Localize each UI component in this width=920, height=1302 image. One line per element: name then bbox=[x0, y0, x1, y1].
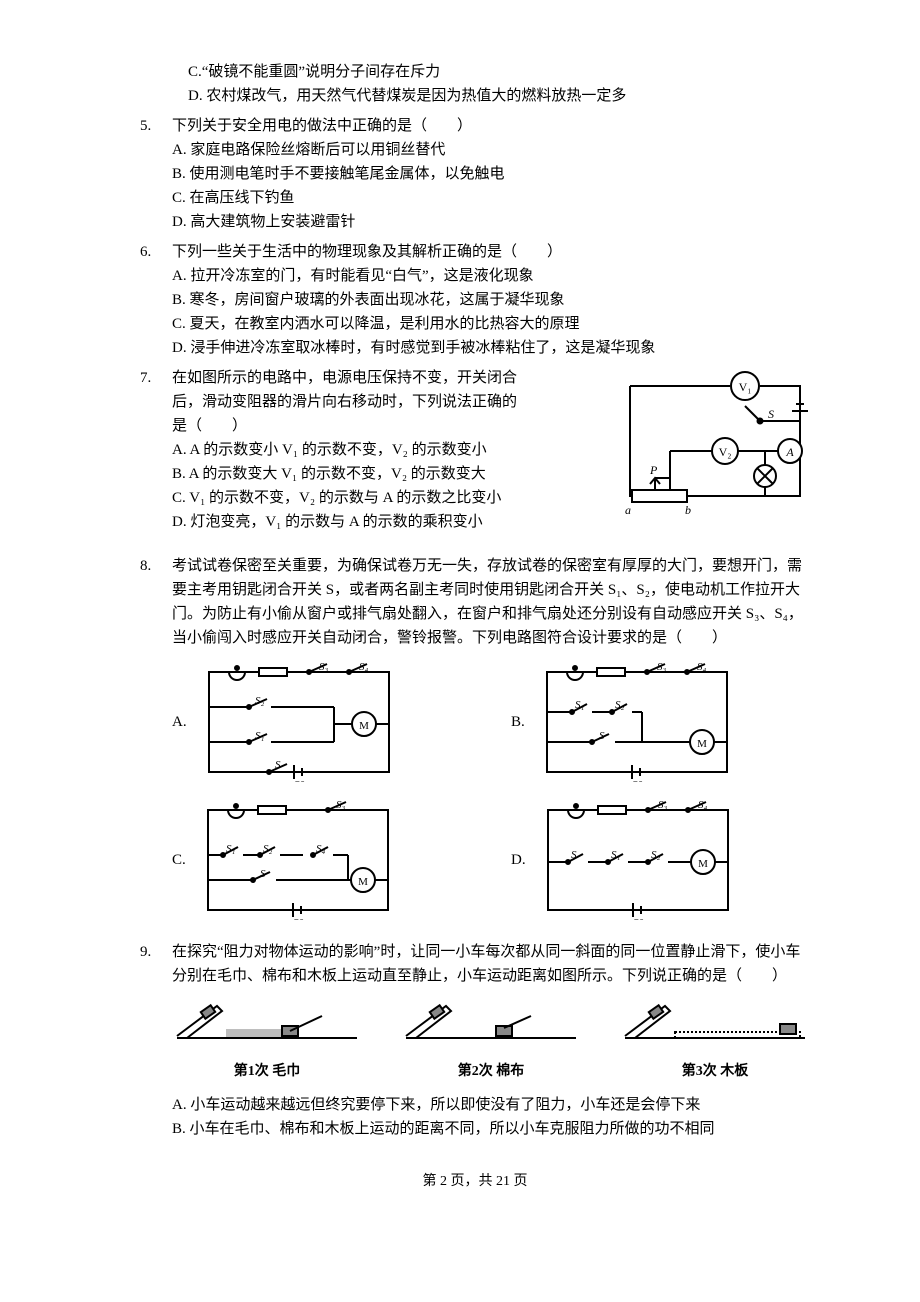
q9-option-a: A. 小车运动越来越远但终究要停下来，所以即使没有了阻力，小车还是会停下来 bbox=[172, 1093, 810, 1117]
svg-text:S₂: S₂ bbox=[615, 699, 625, 711]
q5-option-c: C. 在高压线下钓鱼 bbox=[172, 186, 810, 210]
meter-a-label: A bbox=[785, 445, 794, 459]
q9-option-b: B. 小车在毛巾、棉布和木板上运动的距离不同，所以小车克服阻力所做的功不相同 bbox=[172, 1117, 810, 1141]
question-7: 7. 在如图所示的电路中，电源电压保持不变，开关闭合 后，滑动变阻器的滑片向右移… bbox=[140, 366, 810, 534]
q6-option-d: D. 浸手伸进冷冻室取冰棒时，有时感觉到手被冰棒粘住了，这是凝华现象 bbox=[172, 336, 810, 360]
q9-figure-2: 第2次 棉布 bbox=[401, 996, 581, 1083]
svg-text:S₂: S₂ bbox=[255, 695, 265, 707]
svg-text:S₁: S₁ bbox=[611, 849, 621, 861]
meter-v1-label: V₁ bbox=[739, 380, 752, 394]
circuit-figure-d: S₃ S₄ S S₁ S₂ M U bbox=[538, 800, 738, 920]
question-number: 6. bbox=[140, 240, 172, 264]
page-footer: 第 2 页，共 21 页 bbox=[140, 1171, 810, 1193]
svg-text:S: S bbox=[599, 730, 605, 742]
question-number: 5. bbox=[140, 114, 172, 138]
svg-text:U: U bbox=[633, 778, 643, 782]
question-6: 6. 下列一些关于生活中的物理现象及其解析正确的是（ ） A. 拉开冷冻室的门，… bbox=[140, 240, 810, 360]
q7-option-b: B. A 的示数变大 V₁ 的示数不变，V₂ 的示数变大 bbox=[172, 462, 594, 486]
q5-option-b: B. 使用测电笔时手不要接触笔尾金属体，以免触电 bbox=[172, 162, 810, 186]
svg-text:S₁: S₁ bbox=[226, 843, 236, 855]
terminal-a-label: a bbox=[625, 503, 631, 516]
svg-text:U: U bbox=[294, 916, 304, 920]
question-stem: 考试试卷保密至关重要，为确保试卷万无一失，存放试卷的保密室有厚厚的大门，要想开门… bbox=[172, 554, 810, 650]
question-stem-line: 在如图所示的电路中，电源电压保持不变，开关闭合 bbox=[172, 366, 594, 390]
q8-options-grid: A. bbox=[172, 662, 810, 920]
option-label: B. bbox=[511, 710, 525, 734]
question-stem-line: 是（ ） bbox=[172, 414, 594, 438]
svg-text:M: M bbox=[698, 858, 708, 870]
q6-option-a: A. 拉开冷冻室的门，有时能看见“白气”，这是液化现象 bbox=[172, 264, 810, 288]
svg-text:M: M bbox=[697, 738, 707, 750]
figure-caption: 第1次 毛巾 bbox=[172, 1061, 362, 1083]
svg-text:S₄: S₄ bbox=[697, 662, 707, 673]
circuit-figure-a: S₃ S₄ S₂ S₁ S M U bbox=[199, 662, 399, 782]
question-5: 5. 下列关于安全用电的做法中正确的是（ ） A. 家庭电路保险丝熔断后可以用铜… bbox=[140, 114, 810, 234]
question-number: 7. bbox=[140, 366, 172, 390]
option-label: A. bbox=[172, 710, 187, 734]
q9-figure-1: 第1次 毛巾 bbox=[172, 996, 362, 1083]
svg-text:S₃: S₃ bbox=[336, 800, 346, 811]
svg-text:S₄: S₄ bbox=[359, 662, 369, 673]
switch-s-label: S bbox=[768, 407, 774, 421]
q8-option-d: D. bbox=[511, 800, 810, 920]
q8-option-b: B. bbox=[511, 662, 810, 782]
svg-text:M: M bbox=[358, 876, 368, 888]
q4-option-c: C.“破镜不能重圆”说明分子间存在斥力 bbox=[140, 60, 810, 84]
svg-text:S₂: S₂ bbox=[651, 849, 661, 861]
svg-text:S₁: S₁ bbox=[575, 699, 585, 711]
svg-text:S₃: S₃ bbox=[657, 662, 667, 673]
slider-p-label: P bbox=[649, 463, 658, 477]
page-content: C.“破镜不能重圆”说明分子间存在斥力 D. 农村煤改气，用天然气代替煤炭是因为… bbox=[0, 0, 920, 1244]
q7-circuit-figure: V₁ V₂ A S P a b bbox=[610, 366, 810, 524]
q7-option-d: D. 灯泡变亮，V₁ 的示数与 A 的示数的乘积变小 bbox=[172, 510, 594, 534]
question-stem: 在探究“阻力对物体运动的影响”时，让同一小车每次都从同一斜面的同一位置静止滑下，… bbox=[172, 940, 810, 988]
question-9: 9. 在探究“阻力对物体运动的影响”时，让同一小车每次都从同一斜面的同一位置静止… bbox=[140, 940, 810, 1141]
option-label: C. bbox=[172, 848, 186, 872]
svg-text:S₄: S₄ bbox=[316, 843, 326, 855]
question-stem-line: 后，滑动变阻器的滑片向右移动时，下列说法正确的 bbox=[172, 390, 594, 414]
svg-text:S: S bbox=[275, 759, 281, 771]
question-stem: 下列关于安全用电的做法中正确的是（ ） bbox=[172, 114, 810, 138]
figure-caption: 第2次 棉布 bbox=[401, 1061, 581, 1083]
q8-option-a: A. bbox=[172, 662, 471, 782]
svg-text:S₃: S₃ bbox=[319, 662, 329, 673]
svg-text:S₄: S₄ bbox=[698, 800, 708, 811]
circuit-figure-b: S₃ S₄ S₁ S₂ S M U bbox=[537, 662, 737, 782]
svg-text:S: S bbox=[571, 849, 577, 861]
question-stem: 下列一些关于生活中的物理现象及其解析正确的是（ ） bbox=[172, 240, 810, 264]
q6-option-b: B. 寒冬，房间窗户玻璃的外表面出现冰花，这属于凝华现象 bbox=[172, 288, 810, 312]
figure-caption: 第3次 木板 bbox=[620, 1061, 810, 1083]
svg-text:S₂: S₂ bbox=[263, 843, 273, 855]
q9-figure-3: 第3次 木板 bbox=[620, 996, 810, 1083]
svg-text:U: U bbox=[634, 916, 644, 920]
q5-option-d: D. 高大建筑物上安装避雷针 bbox=[172, 210, 810, 234]
question-number: 9. bbox=[140, 940, 172, 964]
q8-option-c: C. bbox=[172, 800, 471, 920]
q5-option-a: A. 家庭电路保险丝熔断后可以用铜丝替代 bbox=[172, 138, 810, 162]
svg-text:S₁: S₁ bbox=[255, 730, 265, 742]
svg-text:S₃: S₃ bbox=[658, 800, 668, 811]
terminal-b-label: b bbox=[685, 503, 691, 516]
q4-option-d: D. 农村煤改气，用天然气代替煤炭是因为热值大的燃料放热一定多 bbox=[140, 84, 810, 108]
svg-text:M: M bbox=[359, 720, 369, 732]
circuit-figure-c: S₃ S₁ S₂ S₄ S M U bbox=[198, 800, 398, 920]
q9-figures-row: 第1次 毛巾 第2次 棉布 bbox=[172, 996, 810, 1083]
q7-option-a: A. A 的示数变小 V₁ 的示数不变，V₂ 的示数变小 bbox=[172, 438, 594, 462]
q6-option-c: C. 夏天，在教室内洒水可以降温，是利用水的比热容大的原理 bbox=[172, 312, 810, 336]
q7-option-c: C. V₁ 的示数不变，V₂ 的示数与 A 的示数之比变小 bbox=[172, 486, 594, 510]
option-label: D. bbox=[511, 848, 526, 872]
svg-text:U: U bbox=[295, 778, 305, 782]
meter-v2-label: V₂ bbox=[719, 445, 732, 459]
question-number: 8. bbox=[140, 554, 172, 578]
svg-text:S: S bbox=[260, 868, 266, 880]
question-8: 8. 考试试卷保密至关重要，为确保试卷万无一失，存放试卷的保密室有厚厚的大门，要… bbox=[140, 554, 810, 920]
